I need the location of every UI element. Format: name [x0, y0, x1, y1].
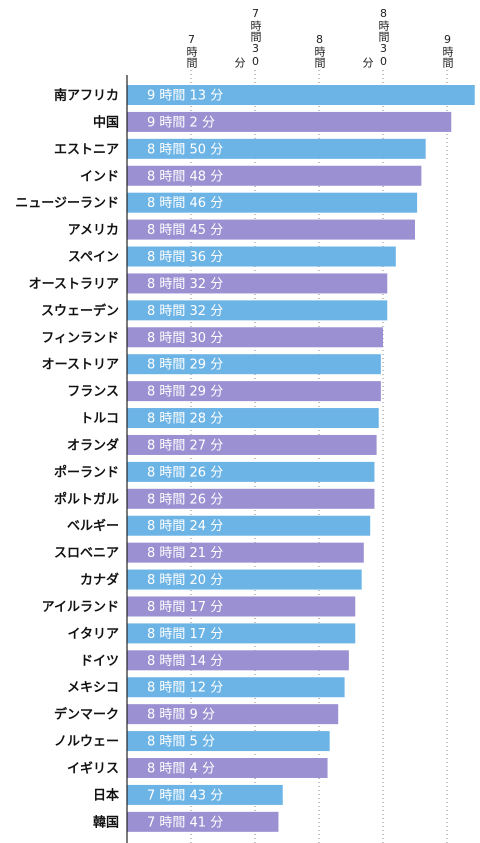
bar: [127, 731, 330, 752]
value-label: 8 時間 29 分: [147, 385, 223, 400]
y-tick-label: 韓国: [93, 814, 119, 830]
bar: [127, 246, 396, 267]
y-tick-label: ノルウェー: [54, 735, 119, 750]
value-label: 8 時間 21 分: [147, 546, 223, 561]
value-label: 8 時間 36 分: [147, 250, 223, 265]
value-label: 8 時間 24 分: [147, 519, 223, 534]
x-tick-label: 8時間30分: [361, 7, 390, 68]
x-tick-label: 9時間: [441, 33, 454, 68]
bar: [127, 542, 364, 563]
value-label: 8 時間 14 分: [147, 654, 223, 669]
value-label: 8 時間 48 分: [147, 169, 223, 184]
x-tick-label: 7時間30分: [233, 7, 262, 68]
y-tick-label: スロベニア: [54, 546, 119, 561]
y-tick-label: 日本: [93, 787, 119, 803]
value-label: 8 時間 12 分: [147, 681, 223, 696]
bar: [127, 138, 426, 159]
value-label: 8 時間 17 分: [147, 600, 223, 615]
value-label: 8 時間 17 分: [147, 627, 223, 642]
bar: [127, 192, 418, 213]
bar: [127, 354, 381, 375]
y-tick-label: エストニア: [54, 142, 119, 157]
value-label: 8 時間 45 分: [147, 223, 223, 238]
bar: [127, 273, 388, 294]
bar: [127, 596, 356, 617]
value-label: 8 時間 29 分: [147, 358, 223, 373]
value-label: 9 時間 13 分: [147, 89, 223, 104]
value-label: 7 時間 41 分: [147, 815, 223, 830]
bar: [127, 758, 328, 778]
y-tick-label: ニュージーランド: [15, 196, 119, 211]
bar: [127, 381, 381, 402]
y-tick-label: 南アフリカ: [54, 88, 119, 104]
value-label: 8 時間 28 分: [147, 412, 223, 427]
bar: [127, 327, 383, 348]
value-label: 8 時間 32 分: [147, 277, 223, 292]
value-label: 9 時間 2 分: [147, 115, 215, 130]
y-tick-label: カナダ: [80, 572, 119, 588]
y-tick-label: デンマーク: [54, 707, 119, 723]
y-tick-label: オーストラリア: [29, 277, 119, 292]
value-label: 8 時間 30 分: [147, 331, 223, 346]
value-label: 8 時間 26 分: [147, 465, 223, 480]
value-label: 8 時間 46 分: [147, 196, 223, 211]
bar: [127, 677, 345, 698]
y-tick-label: トルコ: [80, 412, 119, 427]
y-tick-label: オランダ: [67, 437, 119, 453]
y-tick-label: ポーランド: [54, 464, 119, 480]
y-tick-label: アイルランド: [42, 600, 119, 615]
y-tick-label: メキシコ: [67, 681, 119, 696]
value-label: 8 時間 32 分: [147, 304, 223, 319]
bar: [127, 650, 349, 671]
value-label: 8 時間 27 分: [147, 438, 223, 453]
y-tick-label: アメリカ: [68, 223, 119, 238]
bar: [127, 165, 422, 186]
bar: [127, 408, 379, 429]
y-tick-label: スウェーデン: [41, 303, 119, 319]
bar: [127, 569, 362, 590]
y-tick-label: スペイン: [68, 250, 119, 265]
y-tick-label: ポルトガル: [54, 491, 119, 507]
bar: [127, 434, 377, 455]
y-tick-label: 中国: [93, 114, 119, 130]
value-label: 8 時間 50 分: [147, 142, 223, 157]
bar: [127, 300, 388, 321]
value-label: 8 時間 4 分: [147, 762, 215, 777]
bar: [127, 623, 356, 644]
y-tick-label: イギリス: [67, 761, 119, 777]
y-tick-label: フィンランド: [41, 331, 119, 346]
bar: [127, 704, 339, 725]
x-tick-label: 7時間: [185, 33, 198, 68]
y-tick-label: イタリア: [68, 627, 119, 642]
bar: [127, 515, 371, 536]
bar: [127, 461, 375, 482]
bar: [127, 784, 283, 805]
bar: [127, 488, 375, 509]
value-label: 8 時間 9 分: [147, 708, 215, 723]
value-label: 8 時間 26 分: [147, 492, 223, 507]
value-label: 8 時間 20 分: [147, 573, 223, 588]
y-tick-label: インド: [80, 169, 119, 184]
y-tick-label: オーストリア: [42, 358, 119, 373]
value-label: 8 時間 5 分: [147, 735, 215, 750]
x-tick-label: 8時間: [313, 33, 326, 68]
y-tick-label: ドイツ: [80, 654, 119, 669]
bar: [127, 219, 415, 240]
bar: [127, 85, 475, 105]
bar: [127, 111, 452, 132]
y-tick-label: フランス: [67, 385, 119, 400]
value-label: 7 時間 43 分: [147, 788, 223, 803]
bar: [127, 811, 279, 832]
y-tick-label: ベルギー: [67, 518, 119, 534]
